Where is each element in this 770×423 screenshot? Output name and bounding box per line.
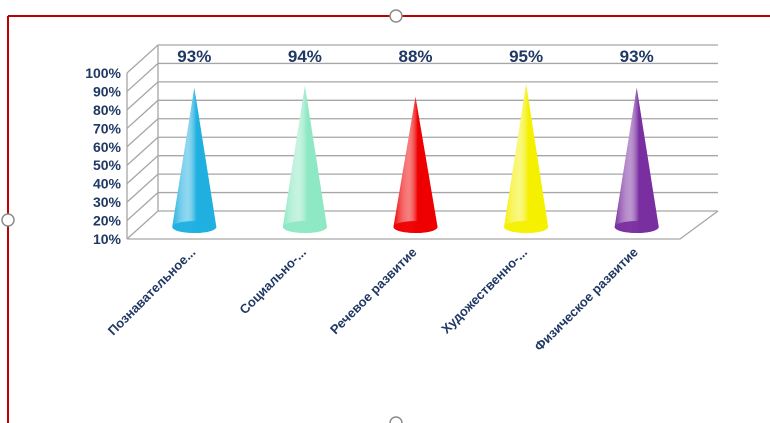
resize-handle-left[interactable] [1, 213, 15, 227]
cone-base [614, 221, 659, 233]
gridline [126, 81, 718, 111]
cone-bar [282, 86, 327, 234]
category-labels: Познавательное... Социально-... Речевое ра… [105, 245, 641, 355]
cone-shading [172, 87, 217, 234]
gridline [126, 99, 718, 129]
cone-shading [614, 87, 659, 234]
data-label: 95% [509, 47, 543, 66]
category-label: Художественно-... [438, 245, 530, 337]
y-tick-label: 100% [85, 65, 121, 81]
data-label: 93% [177, 47, 211, 66]
data-label: 88% [398, 47, 432, 66]
y-tick-label: 90% [93, 83, 122, 99]
y-tick-label: 40% [93, 176, 122, 192]
resize-handle-top[interactable] [389, 9, 403, 23]
cone-bar [504, 84, 549, 233]
resize-handle-bottom[interactable] [389, 416, 403, 423]
y-tick-label: 50% [93, 157, 122, 173]
data-label: 93% [620, 47, 654, 66]
category-label: Физическое развитие [531, 245, 641, 355]
y-axis: 10% 20% 30% 40% 50% 60% 70% 80% 90% 100% [85, 65, 121, 247]
cone-base [504, 221, 549, 233]
y-tick-label: 10% [93, 231, 122, 247]
floor-edge [127, 210, 719, 240]
cone-shading [393, 97, 438, 234]
cone-shading [282, 86, 327, 234]
data-label: 94% [288, 47, 322, 66]
gridline [126, 62, 718, 92]
cone-bar [172, 87, 217, 234]
cone-base [172, 221, 217, 233]
cone-base [393, 221, 438, 233]
cone-shading [504, 84, 549, 233]
y-tick-label: 60% [93, 139, 122, 155]
category-label: Познавательное... [105, 245, 199, 339]
y-tick-label: 80% [93, 102, 122, 118]
cone-bar [614, 87, 659, 234]
y-tick-label: 70% [93, 120, 122, 136]
cone-base [282, 221, 327, 233]
data-labels: 93% 94% 88% 95% 93% [177, 47, 653, 66]
y-tick-label: 30% [93, 194, 122, 210]
category-label: Социально-... [236, 245, 309, 318]
category-label: Речевое развитие [327, 245, 420, 338]
cone-bar [393, 97, 438, 234]
y-tick-label: 20% [93, 213, 122, 229]
chart-cones [172, 84, 659, 234]
